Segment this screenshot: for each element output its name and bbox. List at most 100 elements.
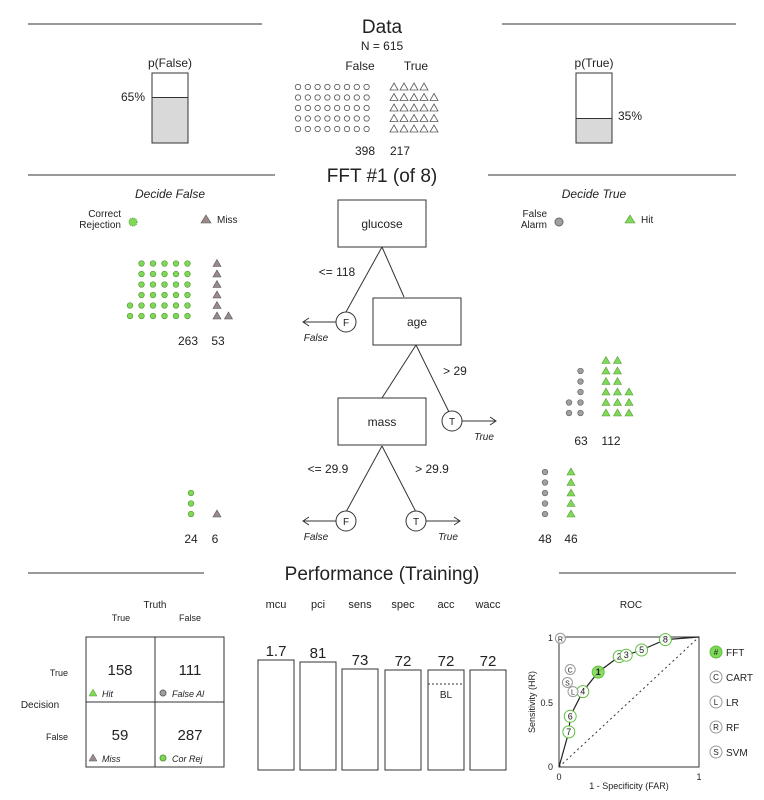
correct-rejection-icon	[172, 270, 180, 278]
hit-icon	[612, 355, 623, 364]
stat-bar-acc	[427, 669, 465, 771]
performance-title: Performance (Training)	[285, 564, 480, 585]
roc-point-label: 5	[639, 645, 644, 655]
p-false-bar-fill	[151, 97, 189, 144]
miss-icon	[212, 300, 222, 309]
true-case-icon	[389, 113, 399, 122]
false-case-icon	[294, 104, 302, 112]
roc-x-axis-label: 1 - Specificity (FAR)	[589, 781, 669, 791]
false-case-icon	[343, 94, 351, 101]
true-case-icon	[419, 82, 429, 91]
cell-hit-label: Hit	[102, 689, 113, 699]
edge-label-age: > 29	[443, 364, 467, 378]
roc-y-tick-0: 0	[548, 762, 553, 772]
correct-rejection-icon	[161, 260, 168, 267]
exit-true-circle	[441, 410, 463, 432]
correct-rejection-icon	[161, 281, 168, 288]
false-case-icon	[304, 94, 311, 101]
baseline-label: BL	[440, 690, 453, 701]
exit-false-circle	[335, 510, 357, 532]
roc-legend-label: FFT	[726, 648, 744, 659]
correct-rejection-icon	[184, 270, 191, 278]
correct-rejection-icon	[126, 312, 134, 320]
exit-false-label: False	[304, 532, 329, 543]
legend-hit-label: Hit	[641, 215, 653, 226]
exit-true-circle	[405, 510, 427, 532]
correct-rejection-icon	[149, 260, 157, 267]
true-case-icon	[399, 103, 409, 112]
roc-x-tick-0: 0	[556, 772, 561, 782]
roc-point-label: L	[571, 690, 575, 697]
false-case-icon	[294, 115, 302, 122]
stat-bar-wacc	[469, 669, 507, 771]
roc-legend: # FFT C CART L LR R RF S SVM	[709, 645, 753, 759]
node-age-label: age	[407, 315, 427, 329]
stat-header-sens: sens	[348, 599, 372, 611]
true-case-icon	[389, 92, 399, 101]
roc-point-fft-7	[562, 725, 576, 739]
false-alarm-icon	[565, 399, 573, 406]
correct-rejection-icon	[172, 291, 180, 299]
correct-rejection-icon	[138, 281, 145, 288]
false-case-icon	[314, 83, 321, 91]
stat-header-wacc: wacc	[474, 599, 501, 611]
miss-icon	[212, 279, 222, 288]
matrix-row-true: True	[50, 668, 68, 678]
false-case-icon	[343, 115, 351, 122]
p-false-label: p(False)	[148, 56, 192, 70]
roc-legend-symbol-icon	[709, 695, 723, 709]
leaf2-fa-count: 63	[574, 434, 588, 448]
hit-icon	[624, 387, 634, 396]
true-case-icon	[429, 113, 439, 122]
arrowhead-icon	[489, 416, 497, 426]
edge-label-mass-le: <= 29.9	[308, 462, 349, 476]
exit-f-letter: F	[343, 517, 349, 528]
false-case-icon	[353, 83, 360, 91]
p-true-percent: 35%	[618, 109, 642, 123]
false-case-icon	[363, 94, 370, 101]
stat-value-pci: 81	[310, 645, 327, 662]
correct-rejection-icon	[187, 489, 195, 497]
false-case-icon	[324, 104, 331, 112]
miss-icon	[212, 311, 222, 320]
hit-icon	[566, 467, 576, 476]
stat-value-spec: 72	[395, 653, 412, 670]
exit-false-circle	[335, 311, 357, 333]
hit-icon	[601, 366, 611, 375]
correct-rejection-icon	[161, 291, 168, 299]
roc-legend-label: SVM	[726, 748, 748, 759]
roc-legend-symbol-text: L	[714, 698, 719, 707]
leaf4-hit-count: 46	[564, 532, 578, 546]
true-case-icon	[409, 124, 419, 133]
true-case-icon	[429, 124, 439, 133]
correct-rejection-icon	[172, 260, 180, 267]
class-false-label: False	[345, 59, 375, 73]
miss-icon	[212, 269, 222, 278]
false-case-icon	[353, 125, 360, 133]
false-case-icon	[353, 115, 360, 122]
roc-point-label: 3	[624, 650, 629, 660]
roc-y-tick-1: 1	[548, 633, 553, 643]
false-case-icon	[363, 83, 370, 91]
legend-fa-line2: Alarm	[521, 220, 547, 231]
leaf1-cr-count: 263	[178, 334, 198, 348]
true-case-icon	[399, 82, 409, 91]
correct-rejection-icon	[184, 281, 191, 288]
roc-legend-symbol-icon	[709, 645, 723, 659]
hit-icon	[566, 498, 576, 507]
true-case-icon	[399, 92, 409, 101]
p-false-percent: 65%	[121, 90, 145, 104]
data-title: Data	[362, 17, 403, 38]
p-true-bar-fill	[575, 118, 613, 144]
count-true: 217	[390, 144, 410, 158]
correct-rejection-icon	[138, 260, 145, 267]
roc-point-label: 7	[566, 727, 571, 737]
false-alarm-icon	[577, 409, 584, 417]
correct-rejection-icon	[149, 302, 157, 309]
roc-point-label: S	[565, 681, 570, 688]
n-label: N = 615	[361, 39, 404, 53]
exit-t-letter: T	[413, 517, 419, 528]
true-case-icon	[399, 113, 409, 122]
legend-cr-line2: Rejection	[79, 220, 121, 231]
